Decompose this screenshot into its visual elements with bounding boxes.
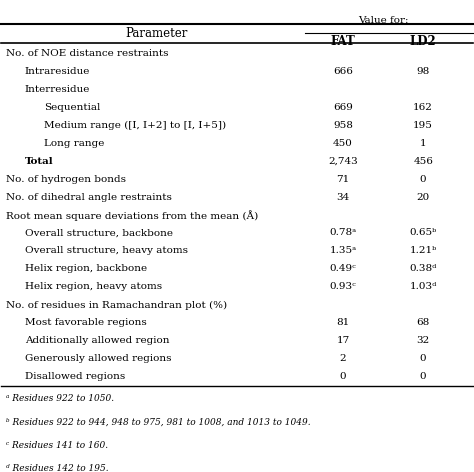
Text: 34: 34 <box>337 193 350 202</box>
Text: 98: 98 <box>417 67 430 76</box>
Text: 0: 0 <box>420 372 427 381</box>
Text: FAT: FAT <box>331 34 356 48</box>
Text: No. of residues in Ramachandran plot (%): No. of residues in Ramachandran plot (%) <box>6 300 227 310</box>
Text: Intraresidue: Intraresidue <box>25 67 91 76</box>
Text: Value for:: Value for: <box>358 16 408 25</box>
Text: 0: 0 <box>420 354 427 363</box>
Text: 450: 450 <box>333 139 353 148</box>
Text: 1: 1 <box>420 139 427 148</box>
Text: ᵈ Residues 142 to 195.: ᵈ Residues 142 to 195. <box>6 464 109 472</box>
Text: Overall structure, backbone: Overall structure, backbone <box>25 228 173 237</box>
Text: 958: 958 <box>333 120 353 129</box>
Text: Helix region, backbone: Helix region, backbone <box>25 264 147 273</box>
Text: ᵇ Residues 922 to 944, 948 to 975, 981 to 1008, and 1013 to 1049.: ᵇ Residues 922 to 944, 948 to 975, 981 t… <box>6 417 311 426</box>
Text: 20: 20 <box>417 193 430 202</box>
Text: No. of dihedral angle restraints: No. of dihedral angle restraints <box>6 193 172 202</box>
Text: 0.49ᶜ: 0.49ᶜ <box>329 264 356 273</box>
Text: 2: 2 <box>340 354 346 363</box>
Text: Interresidue: Interresidue <box>25 84 91 93</box>
Text: 71: 71 <box>337 175 350 184</box>
Text: No. of NOE distance restraints: No. of NOE distance restraints <box>6 49 169 58</box>
Text: Long range: Long range <box>44 139 104 148</box>
Text: 669: 669 <box>333 102 353 111</box>
Text: 456: 456 <box>413 157 433 166</box>
Text: 68: 68 <box>417 319 430 328</box>
Text: 0: 0 <box>340 372 346 381</box>
Text: ᵃ Residues 922 to 1050.: ᵃ Residues 922 to 1050. <box>6 394 114 403</box>
Text: ᶜ Residues 141 to 160.: ᶜ Residues 141 to 160. <box>6 441 108 450</box>
Text: 1.35ᵃ: 1.35ᵃ <box>329 246 356 255</box>
Text: Disallowed regions: Disallowed regions <box>25 372 125 381</box>
Text: 0.38ᵈ: 0.38ᵈ <box>410 264 437 273</box>
Text: Parameter: Parameter <box>126 27 188 41</box>
Text: 195: 195 <box>413 120 433 129</box>
Text: Root mean square deviations from the mean (Å): Root mean square deviations from the mea… <box>6 211 258 221</box>
Text: 666: 666 <box>333 67 353 76</box>
Text: LD2: LD2 <box>410 34 437 48</box>
Text: Overall structure, heavy atoms: Overall structure, heavy atoms <box>25 246 188 255</box>
Text: 0.78ᵃ: 0.78ᵃ <box>329 228 356 237</box>
Text: Most favorable regions: Most favorable regions <box>25 319 146 328</box>
Text: 81: 81 <box>337 319 350 328</box>
Text: 17: 17 <box>337 337 350 346</box>
Text: 0.93ᶜ: 0.93ᶜ <box>329 282 356 291</box>
Text: No. of hydrogen bonds: No. of hydrogen bonds <box>6 175 126 184</box>
Text: Additionally allowed region: Additionally allowed region <box>25 337 169 346</box>
Text: Generously allowed regions: Generously allowed regions <box>25 354 172 363</box>
Text: 0.65ᵇ: 0.65ᵇ <box>410 228 437 237</box>
Text: 1.03ᵈ: 1.03ᵈ <box>410 282 437 291</box>
Text: 2,743: 2,743 <box>328 157 358 166</box>
Text: Sequential: Sequential <box>44 102 100 111</box>
Text: 1.21ᵇ: 1.21ᵇ <box>410 246 437 255</box>
Text: 32: 32 <box>417 337 430 346</box>
Text: Medium range ([I, I+2] to [I, I+5]): Medium range ([I, I+2] to [I, I+5]) <box>44 120 226 130</box>
Text: 162: 162 <box>413 102 433 111</box>
Text: Helix region, heavy atoms: Helix region, heavy atoms <box>25 282 162 291</box>
Text: Total: Total <box>25 157 54 166</box>
Text: 0: 0 <box>420 175 427 184</box>
